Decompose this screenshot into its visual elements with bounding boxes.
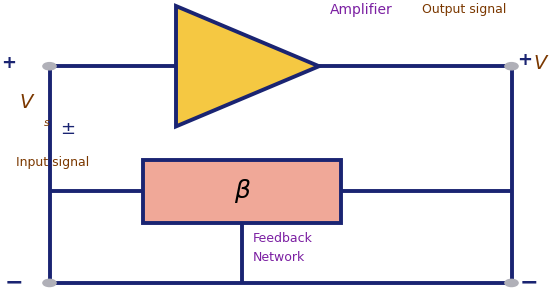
Text: +: + — [517, 51, 532, 69]
Text: V: V — [19, 93, 32, 112]
Circle shape — [505, 63, 518, 70]
Text: Feedback
Network: Feedback Network — [253, 232, 313, 264]
Text: ±: ± — [60, 120, 75, 138]
Circle shape — [505, 279, 518, 287]
Circle shape — [43, 63, 56, 70]
Text: Input signal: Input signal — [16, 156, 90, 169]
Bar — [143, 160, 341, 223]
Polygon shape — [176, 6, 319, 126]
Text: V: V — [534, 54, 547, 73]
Text: +: + — [1, 54, 16, 72]
Text: Output signal: Output signal — [422, 3, 506, 16]
Text: Amplifier: Amplifier — [330, 3, 393, 17]
Text: β: β — [234, 179, 250, 203]
Text: −: − — [4, 273, 23, 293]
Text: −: − — [520, 273, 538, 293]
Text: s: s — [44, 118, 50, 129]
Circle shape — [43, 279, 56, 287]
